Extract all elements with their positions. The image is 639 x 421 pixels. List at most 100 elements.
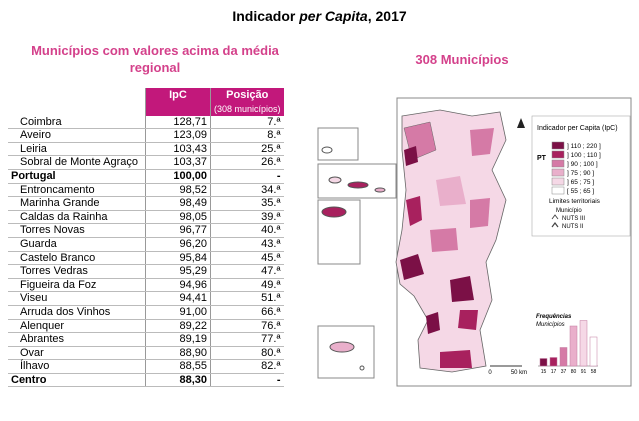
legend-label: ] 75 ; 90 ] bbox=[567, 170, 594, 177]
map-frame bbox=[396, 97, 632, 387]
island bbox=[374, 187, 386, 193]
island-box bbox=[317, 199, 361, 265]
table-cell: 88,55 bbox=[145, 359, 211, 374]
table-cell: 49.ª bbox=[209, 278, 284, 293]
table-cell: 94,41 bbox=[145, 291, 211, 306]
table-row: Aveiro 123,09 8.ª bbox=[8, 128, 284, 143]
data-table: IpC Posição (308 municípios) Coimbra 128,… bbox=[8, 88, 284, 388]
table-cell: 95,84 bbox=[145, 251, 211, 266]
table-cell: 66.ª bbox=[209, 305, 284, 320]
region bbox=[470, 198, 490, 228]
histogram-subtitle: Municípios bbox=[536, 322, 565, 328]
legend-swatch bbox=[551, 150, 565, 159]
table-cell: Alenquer bbox=[8, 319, 146, 334]
header-row: (308 municípios) bbox=[8, 103, 284, 116]
island bbox=[347, 181, 369, 189]
table-cell: Centro bbox=[8, 373, 146, 388]
legend-title: Indicador per Capita (IpC) bbox=[537, 125, 618, 132]
island bbox=[321, 206, 347, 218]
table-cell: 82.ª bbox=[209, 359, 284, 374]
histogram-label: 80 bbox=[571, 369, 577, 375]
table-cell: 25.ª bbox=[209, 142, 284, 157]
table-cell: 98,52 bbox=[145, 183, 211, 198]
table-row: Figueira da Foz 94,96 49.ª bbox=[8, 278, 284, 293]
legend-swatch bbox=[551, 141, 565, 150]
table-cell: Abrantes bbox=[8, 332, 146, 347]
histogram-bar bbox=[589, 336, 598, 367]
table-cell: - bbox=[209, 373, 284, 388]
table-row: Arruda dos Vinhos 91,00 66.ª bbox=[8, 305, 284, 320]
table-row: Marinha Grande 98,49 35.ª bbox=[8, 196, 284, 211]
table-row: Alenquer 89,22 76.ª bbox=[8, 319, 284, 334]
table-cell: 103,37 bbox=[145, 155, 211, 170]
header-empty bbox=[8, 103, 146, 116]
table-cell: 39.ª bbox=[209, 210, 284, 225]
header-row: IpC Posição bbox=[8, 88, 284, 103]
table-cell: 43.ª bbox=[209, 237, 284, 252]
table-cell: 123,09 bbox=[145, 128, 211, 143]
table-cell: Ovar bbox=[8, 346, 146, 361]
table-cell: 76.ª bbox=[209, 319, 284, 334]
histogram-bar bbox=[559, 347, 568, 367]
region bbox=[458, 310, 478, 330]
title-italic: per Capita bbox=[299, 8, 368, 24]
page-title: Indicador per Capita, 2017 bbox=[0, 8, 639, 24]
table-cell: 89,22 bbox=[145, 319, 211, 334]
region bbox=[470, 128, 494, 156]
header-cell bbox=[145, 103, 211, 116]
table-cell: Leiria bbox=[8, 142, 146, 157]
table-row: Guarda 96,20 43.ª bbox=[8, 237, 284, 252]
table-row: Sobral de Monte Agraço 103,37 26.ª bbox=[8, 155, 284, 170]
legend-limit: Município bbox=[556, 208, 582, 214]
island bbox=[321, 146, 333, 154]
table-cell: 103,43 bbox=[145, 142, 211, 157]
legend-swatch bbox=[551, 159, 565, 168]
table-heading: Municípios com valores acima da média re… bbox=[31, 43, 279, 75]
table-cell: 47.ª bbox=[209, 264, 284, 279]
map-title: 308 Municípios bbox=[415, 52, 508, 67]
legend-box bbox=[531, 115, 631, 237]
table-cell: 91,00 bbox=[145, 305, 211, 320]
legend-line bbox=[551, 222, 559, 228]
table-cell: 34.ª bbox=[209, 183, 284, 198]
table-cell: 98,05 bbox=[145, 210, 211, 225]
legend-pt: PT bbox=[537, 155, 547, 162]
table-cell: 8.ª bbox=[209, 128, 284, 143]
table-cell: 88,90 bbox=[145, 346, 211, 361]
histogram-label: 15 bbox=[541, 369, 547, 375]
table-cell: 89,19 bbox=[145, 332, 211, 347]
table-row: Coimbra 128,71 7.ª bbox=[8, 115, 284, 130]
table-cell: Torres Vedras bbox=[8, 264, 146, 279]
table-cell: 45.ª bbox=[209, 251, 284, 266]
table-cell: - bbox=[209, 169, 284, 184]
table-cell: 80.ª bbox=[209, 346, 284, 361]
table-cell: Coimbra bbox=[8, 115, 146, 130]
table-cell: 96,20 bbox=[145, 237, 211, 252]
legend-label: ] 90 ; 100 ] bbox=[567, 161, 598, 168]
histogram-label: 91 bbox=[581, 369, 587, 375]
legend: Indicador per Capita (IpC) PT] 110 ; 220 … bbox=[537, 125, 618, 230]
table-cell: 88,30 bbox=[145, 373, 211, 388]
table-cell: 51.ª bbox=[209, 291, 284, 306]
scale-label: 0 bbox=[488, 370, 492, 376]
legend-label: ] 100 ; 110 ] bbox=[567, 152, 601, 159]
title-text: , 2017 bbox=[367, 8, 407, 24]
legend-label: [ 55 ; 65 ] bbox=[567, 188, 594, 195]
table-row: Torres Vedras 95,29 47.ª bbox=[8, 264, 284, 279]
island-box bbox=[317, 127, 359, 161]
legend-limit: NUTS III bbox=[562, 216, 585, 222]
island bbox=[329, 341, 355, 353]
island-box bbox=[317, 325, 375, 379]
header-empty bbox=[8, 88, 146, 103]
header-cell: IpC bbox=[145, 88, 211, 103]
island bbox=[328, 176, 342, 184]
table-cell: 35.ª bbox=[209, 196, 284, 211]
table-row: Centro 88,30- bbox=[8, 373, 284, 388]
histogram-label: 58 bbox=[591, 369, 597, 375]
table-cell: Castelo Branco bbox=[8, 251, 146, 266]
region bbox=[436, 176, 466, 206]
legend-label: ] 65 ; 75 ] bbox=[567, 179, 594, 186]
legend-line bbox=[551, 214, 559, 220]
table-row: Entroncamento 98,52 34.ª bbox=[8, 183, 284, 198]
